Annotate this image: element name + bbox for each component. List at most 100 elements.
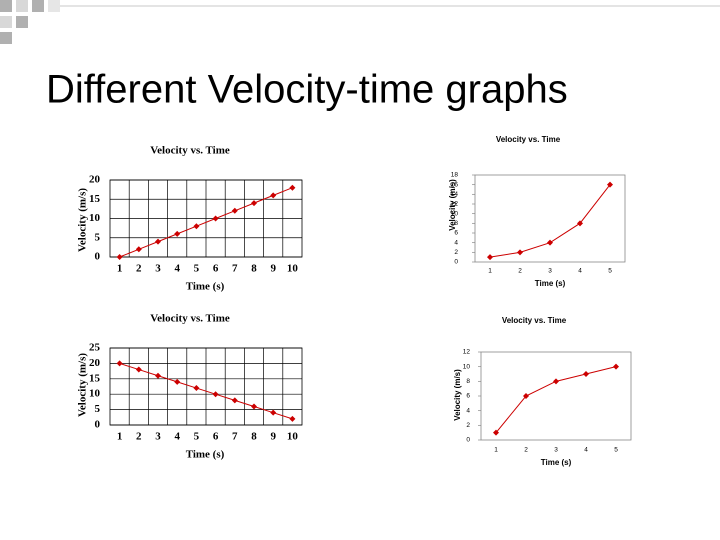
data-point xyxy=(155,238,161,245)
x-axis-label: Time (s) xyxy=(541,458,572,467)
data-point xyxy=(251,403,257,410)
data-point xyxy=(116,360,123,367)
x-tick-label: 4 xyxy=(584,447,588,454)
x-tick-label: 5 xyxy=(194,431,200,443)
data-line xyxy=(119,362,293,420)
data-point xyxy=(174,230,181,237)
data-point xyxy=(613,363,619,370)
x-axis-label: Time (s) xyxy=(535,279,566,288)
x-tick-label: 7 xyxy=(232,431,238,443)
data-point xyxy=(493,429,499,436)
data-point xyxy=(231,207,238,214)
x-tick-label: 3 xyxy=(155,431,161,443)
x-tick-label: 9 xyxy=(270,431,276,443)
data-point xyxy=(487,254,493,261)
y-axis-label: Velocity (m/s) xyxy=(77,353,89,417)
data-point xyxy=(135,366,142,373)
data-point xyxy=(212,215,219,222)
y-tick-label: 18 xyxy=(451,172,459,179)
x-tick-label: 10 xyxy=(287,431,299,443)
data-point xyxy=(231,397,238,404)
data-point xyxy=(607,181,613,188)
data-point xyxy=(553,378,559,385)
y-tick-label: 10 xyxy=(451,210,459,217)
x-tick-label: 1 xyxy=(117,263,123,275)
data-line xyxy=(495,366,617,433)
x-tick-label: 3 xyxy=(554,447,558,454)
y-tick-label: 10 xyxy=(463,363,471,370)
y-axis-label: Velocity (m/s) xyxy=(77,188,89,252)
x-tick-label: 1 xyxy=(488,268,492,275)
y-tick-label: 0 xyxy=(466,437,470,444)
y-tick-label: 20 xyxy=(89,357,101,369)
y-axis-label: Velocity (m/s) xyxy=(453,369,462,421)
x-tick-label: 10 xyxy=(287,263,299,275)
x-tick-label: 2 xyxy=(136,431,142,443)
y-tick-label: 12 xyxy=(451,201,459,208)
y-tick-label: 8 xyxy=(466,378,470,385)
y-tick-label: 10 xyxy=(89,212,101,224)
x-tick-label: 5 xyxy=(614,447,618,454)
chart-title: Velocity vs. Time xyxy=(502,316,567,325)
x-tick-label: 4 xyxy=(578,268,582,275)
x-tick-label: 7 xyxy=(232,263,238,275)
y-tick-label: 15 xyxy=(89,193,101,205)
y-tick-label: 0 xyxy=(454,259,458,266)
data-point xyxy=(289,415,296,422)
data-point xyxy=(155,372,161,379)
data-point xyxy=(251,200,257,207)
data-point xyxy=(135,246,142,253)
x-tick-label: 3 xyxy=(155,263,161,275)
y-axis-label: Velocity (m/s) xyxy=(448,179,457,231)
data-point xyxy=(193,223,200,230)
x-axis-label: Time (s) xyxy=(186,449,225,461)
data-point xyxy=(547,239,553,246)
plot-frame xyxy=(474,174,626,263)
y-tick-label: 14 xyxy=(451,191,459,198)
x-tick-label: 8 xyxy=(251,263,257,275)
data-point xyxy=(270,192,277,199)
chart-title: Velocity vs. Time xyxy=(150,313,230,325)
x-tick-label: 3 xyxy=(548,268,552,275)
y-tick-label: 0 xyxy=(95,251,101,263)
y-tick-label: 10 xyxy=(89,388,101,400)
y-tick-label: 0 xyxy=(95,419,101,431)
x-tick-label: 2 xyxy=(136,263,142,275)
data-line xyxy=(489,184,611,258)
data-point xyxy=(270,409,277,416)
x-tick-label: 5 xyxy=(194,263,200,275)
y-tick-label: 6 xyxy=(466,393,470,400)
y-tick-label: 2 xyxy=(454,249,458,256)
x-tick-label: 4 xyxy=(174,263,180,275)
slide-title: Different Velocity-time graphs xyxy=(46,68,568,112)
data-point xyxy=(577,220,583,227)
x-tick-label: 9 xyxy=(270,263,276,275)
x-axis-label: Time (s) xyxy=(186,281,225,293)
x-tick-label: 1 xyxy=(494,447,498,454)
data-point xyxy=(289,184,296,191)
y-tick-label: 12 xyxy=(463,349,471,356)
x-tick-label: 2 xyxy=(518,268,522,275)
y-tick-label: 4 xyxy=(466,407,470,414)
data-line xyxy=(119,187,293,258)
data-point xyxy=(583,371,589,377)
y-tick-label: 15 xyxy=(89,372,101,384)
chart-title: Velocity vs. Time xyxy=(496,135,561,144)
x-tick-label: 5 xyxy=(608,268,612,275)
x-tick-label: 1 xyxy=(117,431,123,443)
y-tick-label: 2 xyxy=(466,422,470,429)
y-tick-label: 8 xyxy=(454,220,458,227)
data-point xyxy=(523,393,529,399)
x-tick-label: 6 xyxy=(213,263,219,275)
y-tick-label: 5 xyxy=(95,231,101,243)
y-tick-label: 25 xyxy=(89,342,101,354)
plot-frame xyxy=(480,351,632,441)
corner-decoration xyxy=(0,0,60,44)
y-tick-label: 16 xyxy=(451,181,459,188)
x-tick-label: 4 xyxy=(174,431,180,443)
data-point xyxy=(116,254,123,260)
data-point xyxy=(193,385,200,392)
data-point xyxy=(212,391,219,398)
y-tick-label: 4 xyxy=(454,239,458,246)
